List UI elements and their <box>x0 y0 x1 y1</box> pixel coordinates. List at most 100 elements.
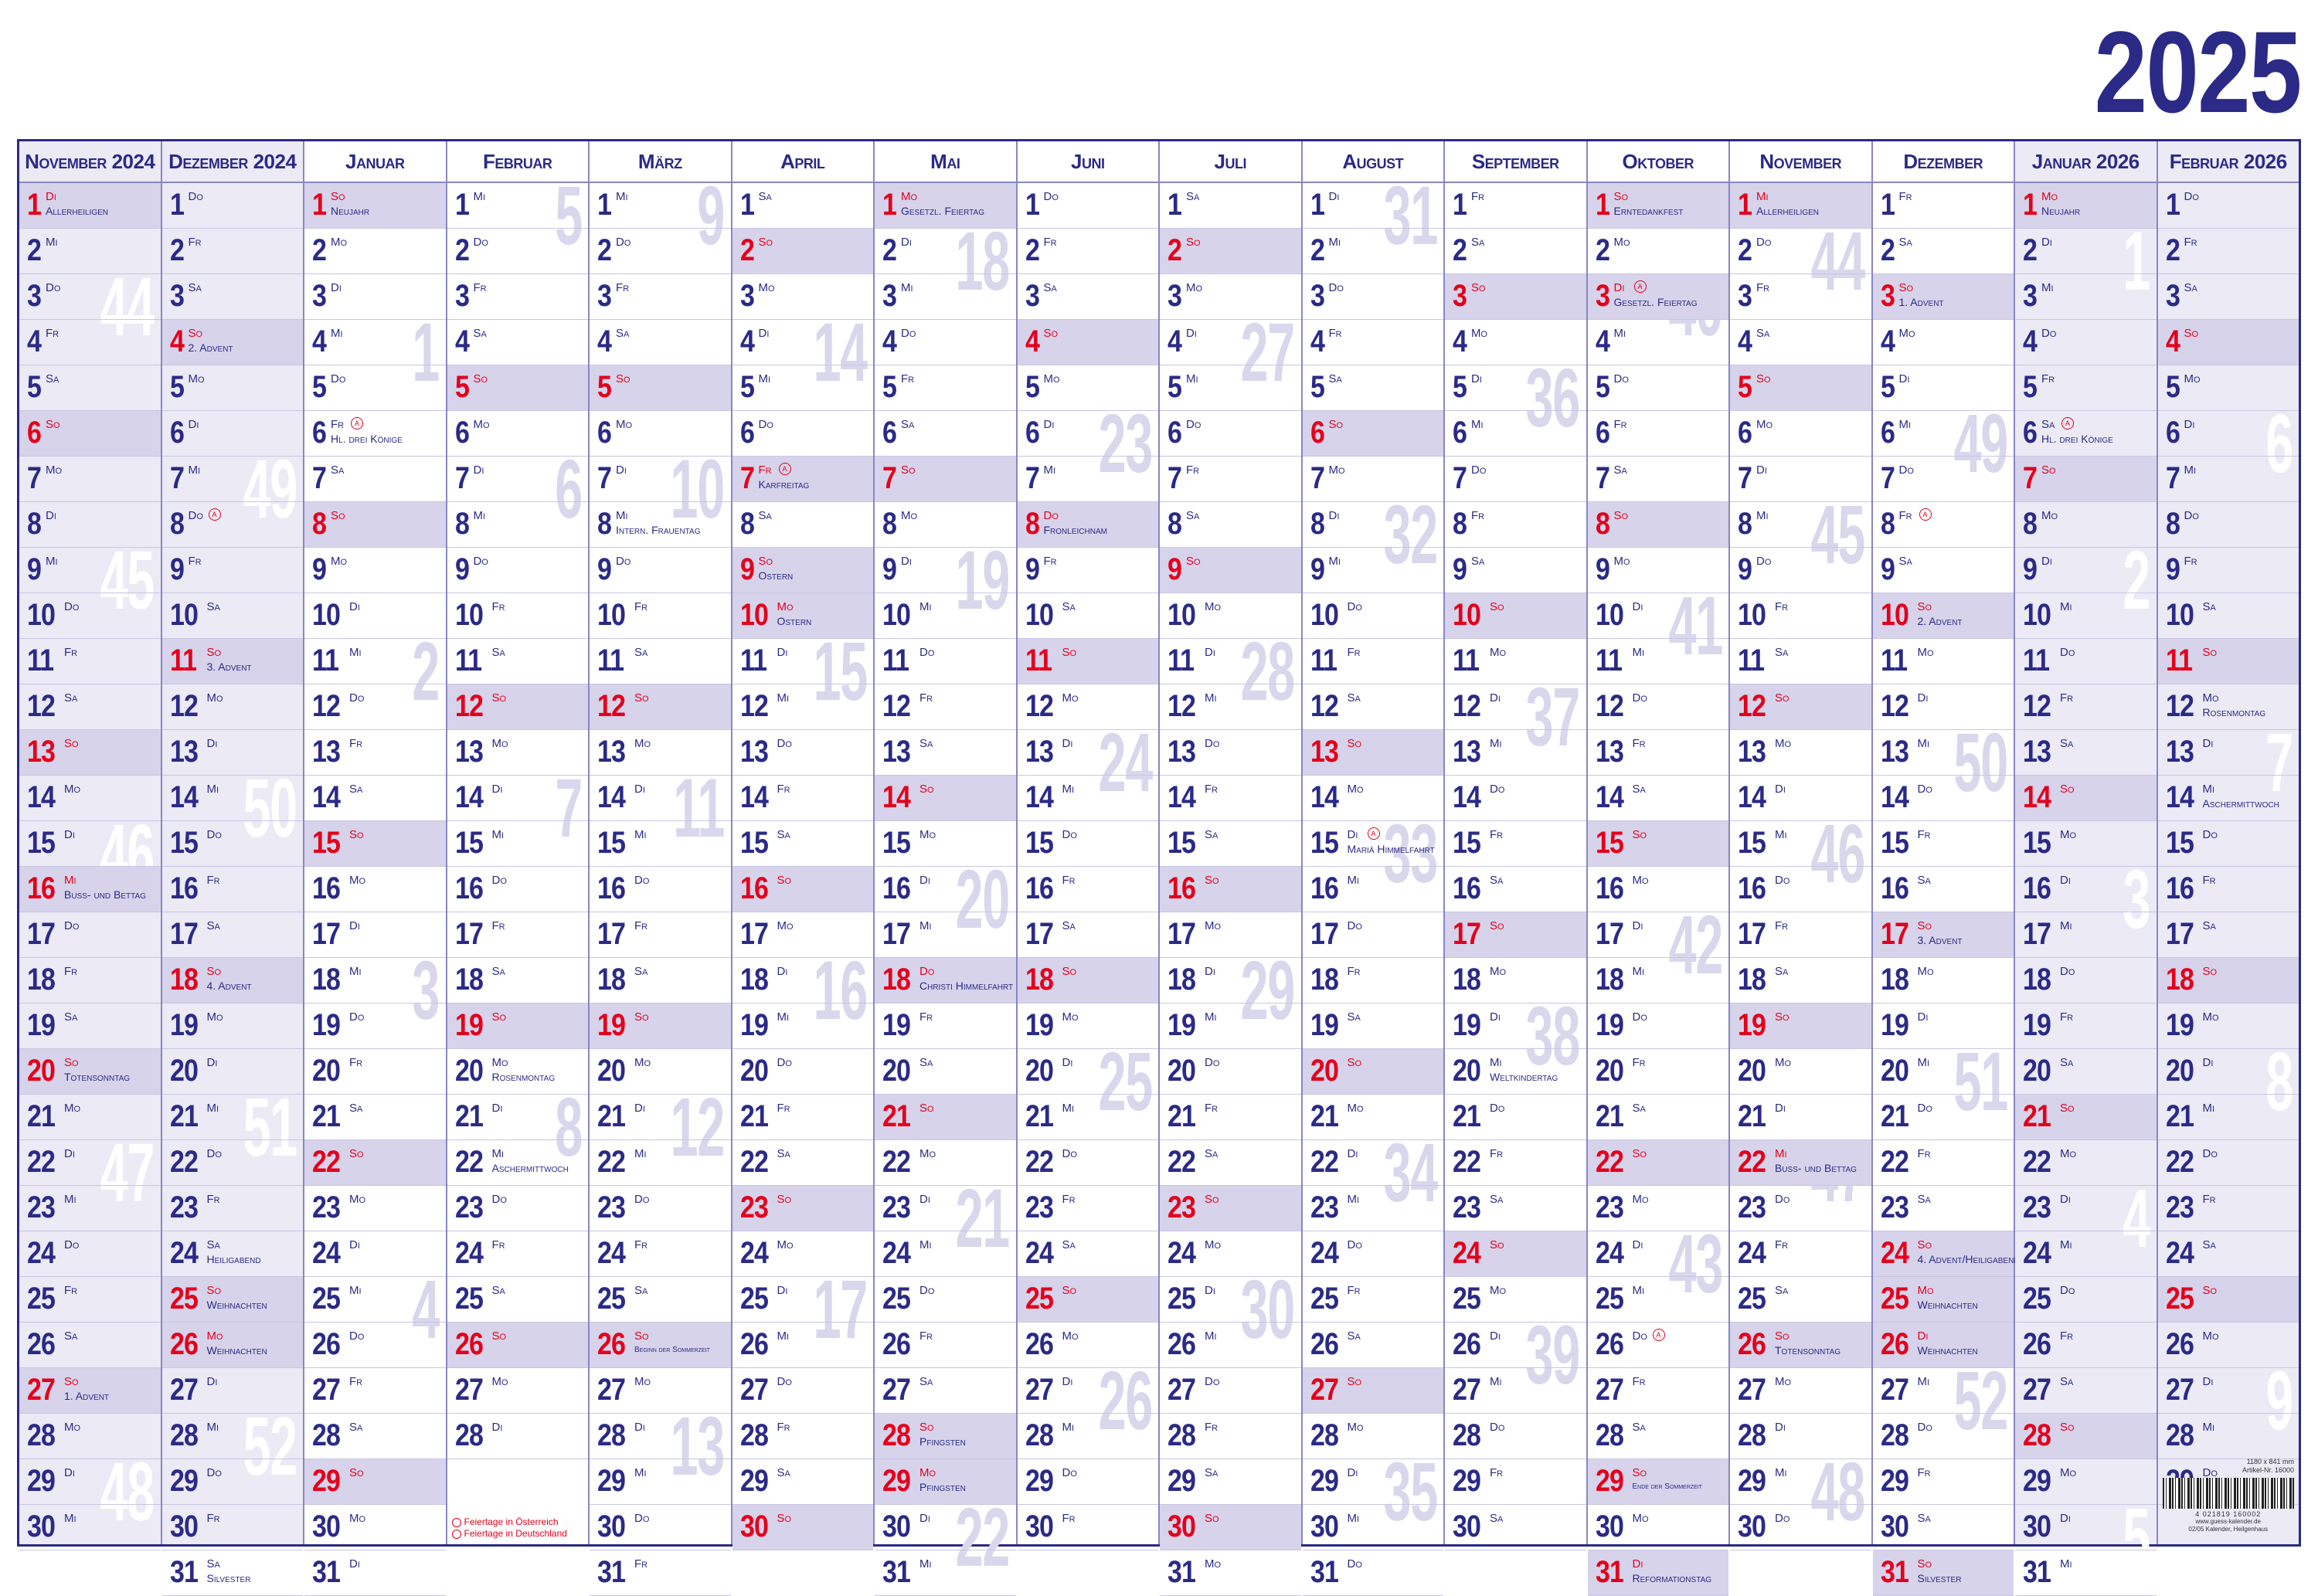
day-cell[interactable]: 15 Mo <box>875 821 1016 867</box>
day-cell[interactable]: 8 Fr <box>1445 502 1586 548</box>
day-cell[interactable]: 21 Di <box>590 1095 731 1140</box>
day-cell[interactable]: 3 Di <box>304 274 446 320</box>
day-cell[interactable]: 26 Do A <box>1587 1323 1728 1368</box>
day-cell[interactable]: 24 Fr <box>447 1231 588 1277</box>
day-cell[interactable]: 11 Mo <box>1445 639 1586 684</box>
day-cell[interactable]: 8 So <box>304 502 446 548</box>
day-cell[interactable]: 26 Mo <box>2157 1323 2299 1368</box>
day-cell[interactable]: 9 Mi <box>19 548 161 593</box>
day-cell[interactable]: 21 Sa <box>1587 1095 1728 1140</box>
day-cell[interactable]: 26 Di <box>1445 1323 1586 1368</box>
day-cell[interactable]: 15 Sa <box>732 821 873 867</box>
day-cell[interactable]: 20 So <box>1302 1049 1443 1095</box>
day-cell[interactable]: 31 Di Reformationstag <box>1587 1550 1728 1596</box>
day-cell[interactable]: 15 Mi <box>1730 821 1871 867</box>
day-cell[interactable]: 31 Sa Silvester <box>161 1550 303 1596</box>
day-cell[interactable]: 23 Fr <box>1017 1186 1158 1231</box>
day-cell[interactable]: 26 So Beginn der Sommerzeit <box>590 1323 731 1368</box>
day-cell[interactable]: 31 Mo <box>1160 1550 1301 1596</box>
day-cell[interactable]: 30 Mo <box>304 1505 446 1550</box>
day-cell[interactable]: 8 Di <box>1302 502 1443 548</box>
day-cell[interactable]: 14 Sa <box>1587 776 1728 821</box>
day-cell[interactable]: 17 Fr <box>590 912 731 958</box>
day-cell[interactable]: 5 Sa <box>1302 365 1443 411</box>
day-cell[interactable]: 1 Mi <box>590 183 731 229</box>
day-cell[interactable]: 22 So <box>304 1140 446 1186</box>
day-cell[interactable]: 23 Mo <box>1587 1186 1728 1231</box>
day-cell[interactable]: 27 Mo <box>1730 1368 1871 1414</box>
day-cell[interactable]: 1 Fr <box>1445 183 1586 229</box>
day-cell[interactable]: 15 Mo <box>2015 821 2157 867</box>
day-cell[interactable]: 4 Do <box>875 320 1016 365</box>
day-cell[interactable]: 26 Mo Weihnachten <box>161 1323 303 1368</box>
day-cell[interactable]: 7 So <box>875 457 1016 502</box>
day-cell[interactable]: 1 Mo Neujahr <box>2015 183 2157 229</box>
day-cell[interactable]: 24 Fr <box>1730 1231 1871 1277</box>
day-cell[interactable]: 11 So <box>2157 639 2299 684</box>
day-cell[interactable]: 24 Di <box>1587 1231 1728 1277</box>
day-cell[interactable]: 12 Mo <box>161 684 303 730</box>
day-cell[interactable]: 12 So <box>447 684 588 730</box>
day-cell[interactable]: 21 Mo <box>19 1095 161 1140</box>
day-cell[interactable]: 23 Sa <box>1445 1186 1586 1231</box>
day-cell[interactable]: 7 Do <box>1445 457 1586 502</box>
day-cell[interactable]: 12 So <box>1730 684 1871 730</box>
day-cell[interactable]: 25 Mo <box>1445 1277 1586 1323</box>
day-cell[interactable]: 31 Mi <box>875 1550 1016 1596</box>
day-cell[interactable]: 8 Mi <box>447 502 588 548</box>
day-cell[interactable]: 29 Fr <box>1872 1459 2014 1505</box>
day-cell[interactable]: 17 So <box>1445 912 1586 958</box>
day-cell[interactable]: 13 Sa <box>875 730 1016 776</box>
day-cell[interactable]: 22 Di <box>1302 1140 1443 1186</box>
day-cell[interactable]: 26 So Totensonntag <box>1730 1323 1871 1368</box>
day-cell[interactable]: 16 Fr <box>1017 867 1158 912</box>
day-cell[interactable]: 4 Sa <box>447 320 588 365</box>
day-cell[interactable]: 16 Do <box>590 867 731 912</box>
day-cell[interactable]: 11 Di <box>732 639 873 684</box>
day-cell[interactable]: 22 Do <box>1017 1140 1158 1186</box>
day-cell[interactable]: 22 Di <box>19 1140 161 1186</box>
day-cell[interactable]: 29 Mo <box>2015 1459 2157 1505</box>
day-cell[interactable]: 3 Di A Gesetzl. Feiertag <box>1587 274 1728 320</box>
day-cell[interactable]: 3 Mo <box>1160 274 1301 320</box>
day-cell[interactable]: 13 Do <box>732 730 873 776</box>
day-cell[interactable]: 11 So <box>1017 639 1158 684</box>
day-cell[interactable]: 7 Mi <box>1017 457 1158 502</box>
day-cell[interactable]: 29 So Ende der Sommerzeit <box>1587 1459 1728 1505</box>
day-cell[interactable]: 5 Mo <box>161 365 303 411</box>
day-cell[interactable]: 30 Di <box>2015 1505 2157 1550</box>
day-cell[interactable]: 4 Fr <box>19 320 161 365</box>
day-cell[interactable]: 27 Di <box>1017 1368 1158 1414</box>
day-cell[interactable]: 7 Do <box>1872 457 2014 502</box>
day-cell[interactable]: 31 Di <box>304 1550 446 1596</box>
day-cell[interactable]: 9 Fr <box>1017 548 1158 593</box>
day-cell[interactable]: 23 Do <box>590 1186 731 1231</box>
day-cell[interactable]: 25 So <box>1017 1277 1158 1323</box>
day-cell[interactable]: 30 So <box>732 1505 873 1550</box>
day-cell[interactable]: 17 Mo <box>1160 912 1301 958</box>
day-cell[interactable]: 6 Mo <box>1730 411 1871 457</box>
day-cell[interactable]: 6 So <box>19 411 161 457</box>
day-cell[interactable]: 28 Fr <box>1160 1414 1301 1459</box>
day-cell[interactable]: 15 Do <box>2157 821 2299 867</box>
day-cell[interactable]: 18 Mo <box>1445 958 1586 1003</box>
day-cell[interactable]: 2 Di <box>2015 229 2157 274</box>
day-cell[interactable]: 27 Do <box>1160 1368 1301 1414</box>
day-cell[interactable]: 2 Do <box>1730 229 1871 274</box>
day-cell[interactable]: 30 Do <box>590 1505 731 1550</box>
day-cell[interactable]: 28 Mi <box>1017 1414 1158 1459</box>
day-cell[interactable]: 11 Mo <box>1872 639 2014 684</box>
day-cell[interactable]: 11 Fr <box>19 639 161 684</box>
day-cell[interactable]: 12 Sa <box>1302 684 1443 730</box>
day-cell[interactable]: 9 Mo <box>304 548 446 593</box>
day-cell[interactable]: 3 Sa <box>161 274 303 320</box>
day-cell[interactable]: 18 Mi <box>1587 958 1728 1003</box>
day-cell[interactable]: 14 Fr <box>732 776 873 821</box>
day-cell[interactable]: 26 Mi <box>732 1323 873 1368</box>
day-cell[interactable]: 24 Mi <box>875 1231 1016 1277</box>
day-cell[interactable]: 17 Do <box>1302 912 1443 958</box>
day-cell[interactable]: 29 Di <box>1302 1459 1443 1505</box>
day-cell[interactable]: 11 Di <box>1160 639 1301 684</box>
day-cell[interactable]: 16 Mo <box>304 867 446 912</box>
day-cell[interactable]: 23 Fr <box>2157 1186 2299 1231</box>
